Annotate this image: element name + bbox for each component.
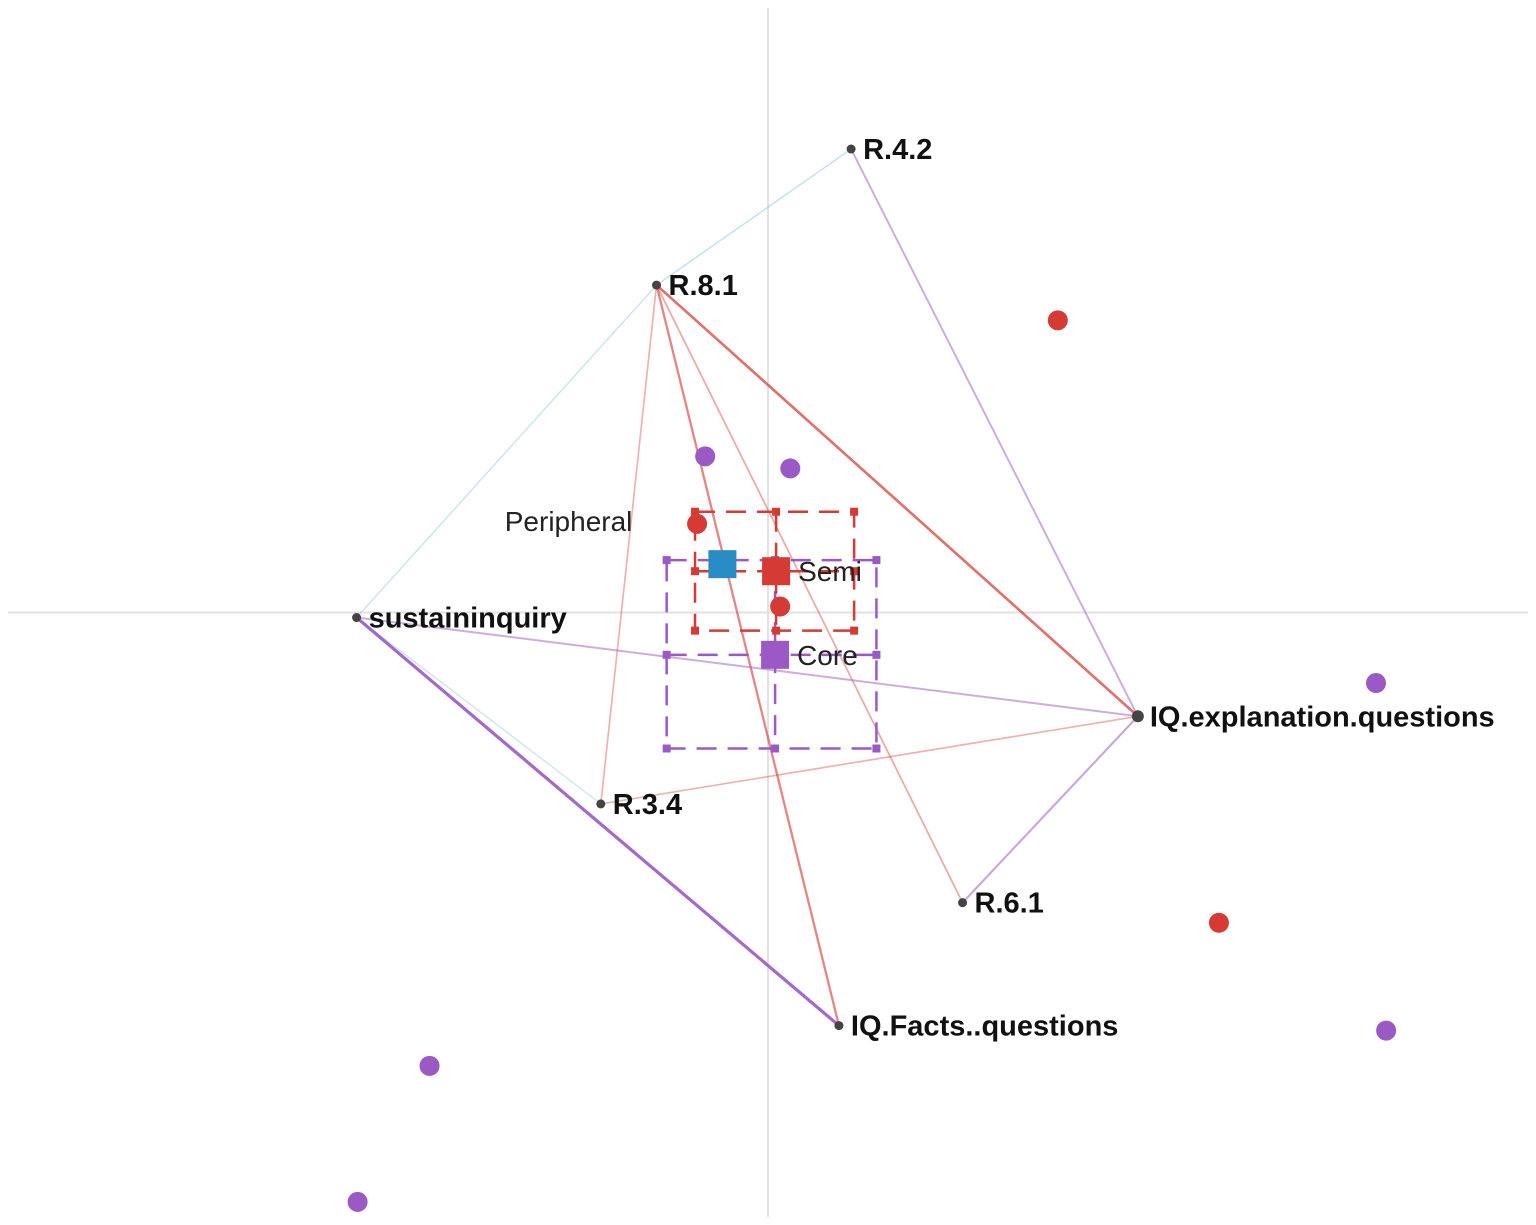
group-label-semi: Semi — [798, 556, 862, 587]
unit-point-semi — [1208, 912, 1229, 933]
network-node — [652, 280, 662, 290]
group-label-peripheral: Peripheral — [505, 506, 633, 537]
network-node-label: sustaininquiry — [369, 603, 567, 635]
network-edge — [850, 148, 1139, 718]
network-edge — [655, 283, 1140, 718]
centroid-peripheral — [708, 550, 737, 579]
network-node — [352, 613, 362, 623]
interval-handle — [772, 507, 781, 516]
interval-handle — [771, 744, 780, 753]
network-edge — [354, 615, 841, 1028]
unit-point-core — [780, 458, 801, 479]
network-nodes: R.4.2 R.8.1 sustaininquiry IQ.explanation.q… — [352, 134, 1495, 1043]
network-edge — [655, 284, 964, 904]
group-centroids: Core Semi Peripheral — [505, 506, 862, 671]
interval-handle — [691, 567, 700, 576]
network-edge — [655, 148, 852, 286]
interval-handle — [691, 507, 700, 516]
network-edge — [355, 284, 658, 619]
unit-points — [347, 310, 1397, 1212]
interval-handle — [872, 744, 881, 753]
unit-point-semi — [1047, 310, 1068, 331]
centroid-core — [761, 640, 790, 669]
network-node-label: R.4.2 — [863, 134, 932, 166]
network-node — [1131, 710, 1144, 723]
interval-handle — [662, 650, 671, 659]
unit-point-core — [1366, 673, 1386, 694]
unit-point-core — [695, 446, 716, 467]
unit-point-core — [419, 1055, 440, 1076]
network-node-label: R.8.1 — [669, 270, 738, 302]
group-label-core: Core — [797, 640, 858, 671]
network-edge — [355, 616, 602, 805]
interval-handle — [850, 567, 859, 576]
network-node-label: R.3.4 — [613, 789, 682, 821]
unit-point-core — [1376, 1020, 1397, 1041]
interval-handle — [850, 626, 859, 635]
network-node — [834, 1021, 844, 1031]
unit-point-semi — [770, 596, 791, 617]
network-node-label: IQ.explanation.questions — [1150, 701, 1495, 733]
network-node-label: IQ.Facts..questions — [851, 1011, 1119, 1043]
network-edge — [355, 616, 1139, 718]
interval-handle — [662, 744, 671, 753]
interval-handle — [872, 556, 881, 565]
network-node-label: R.6.1 — [975, 888, 1044, 920]
interval-handle — [772, 626, 781, 635]
network-node — [596, 799, 606, 809]
unit-point-core — [347, 1191, 368, 1212]
centroid-semi — [762, 557, 791, 586]
interval-handle — [662, 556, 671, 565]
interval-handle — [691, 626, 700, 635]
unit-point-semi — [687, 513, 708, 534]
confidence-intervals — [662, 507, 881, 753]
network-edge — [599, 715, 1139, 805]
network-node — [846, 144, 856, 154]
network-edge — [599, 284, 658, 805]
network-edge — [961, 715, 1139, 904]
axes — [8, 8, 1528, 1217]
network-node — [958, 898, 968, 908]
interval-handle — [872, 650, 881, 659]
interval-handle — [850, 507, 859, 516]
